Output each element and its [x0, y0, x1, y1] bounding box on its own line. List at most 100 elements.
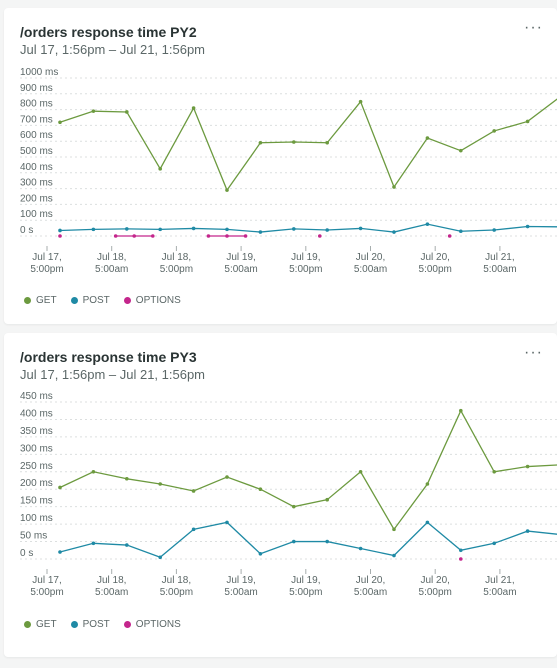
y-tick-label: 100 ms	[20, 513, 53, 524]
data-point-post	[425, 222, 430, 226]
data-point-post	[258, 551, 263, 556]
data-point-get	[91, 469, 96, 474]
data-point-get	[158, 167, 162, 171]
data-point-post	[325, 539, 330, 544]
data-point-post	[158, 227, 162, 232]
legend-dot-icon	[24, 621, 31, 628]
x-tick-line: 5:00pm	[160, 264, 193, 275]
data-point-get	[91, 109, 96, 113]
chart-time-range: Jul 17, 1:56pm – Jul 21, 1:56pm	[20, 367, 206, 382]
legend-dot-icon	[123, 297, 131, 304]
data-point-get	[125, 110, 129, 114]
y-tick-label: 800 ms	[20, 99, 53, 110]
x-tick-line: Jul 19,	[291, 575, 320, 586]
data-point-get	[358, 99, 363, 104]
data-point-post	[492, 541, 497, 546]
x-tick-label: Jul 21, 5:00am	[483, 575, 516, 598]
x-tick-label: Jul 17, 5:00pm	[30, 252, 63, 275]
x-tick-line: Jul 20,	[420, 575, 449, 586]
x-tick-line: 5:00pm	[289, 264, 322, 275]
y-tick-label: 400 ms	[20, 162, 53, 173]
data-point-options	[447, 234, 452, 238]
x-tick-label: Jul 18, 5:00pm	[160, 252, 193, 275]
x-tick-label: Jul 19, 5:00pm	[289, 252, 322, 275]
x-tick-line: 5:00pm	[30, 587, 63, 598]
x-tick-line: Jul 17,	[32, 252, 61, 263]
data-point-get	[492, 469, 497, 474]
data-point-get	[158, 482, 162, 486]
chart-time-range: Jul 17, 1:56pm – Jul 21, 1:56pm	[20, 42, 206, 57]
x-tick-line: 5:00am	[354, 587, 387, 598]
x-tick-line: 5:00pm	[419, 264, 452, 275]
x-tick-line: Jul 19,	[226, 252, 255, 263]
y-tick-label: 150 ms	[20, 496, 53, 507]
data-point-get	[292, 140, 296, 144]
data-point-get	[425, 136, 430, 140]
x-tick-label: Jul 17, 5:00pm	[30, 575, 63, 598]
data-point-get	[258, 487, 263, 492]
y-tick-label: 400 ms	[20, 408, 53, 419]
x-tick-line: Jul 18,	[162, 252, 191, 263]
legend-item-post[interactable]: POST	[70, 619, 110, 630]
data-point-post	[58, 228, 62, 233]
x-tick-line: Jul 20,	[420, 252, 449, 263]
y-tick-label: 1000 ms	[20, 67, 58, 78]
legend-item-options[interactable]: OPTIONS	[123, 295, 181, 306]
data-point-options	[150, 234, 155, 238]
more-options-icon[interactable]: ···	[524, 19, 543, 36]
y-tick-label: 500 ms	[20, 146, 53, 157]
legend-dot-icon	[24, 297, 31, 304]
data-point-post	[158, 555, 162, 560]
data-point-post	[459, 548, 463, 553]
x-tick-line: 5:00am	[224, 264, 257, 275]
x-tick-line: 5:00am	[95, 587, 128, 598]
x-tick-line: Jul 17,	[32, 575, 61, 586]
x-tick-label: Jul 19, 5:00pm	[289, 575, 322, 598]
data-point-get	[58, 485, 62, 490]
data-point-post	[292, 227, 296, 231]
x-tick-line: 5:00am	[224, 587, 257, 598]
x-tick-label: Jul 20, 5:00am	[354, 575, 387, 598]
data-point-get	[258, 140, 263, 145]
legend-label: POST	[82, 295, 110, 306]
series-line-get	[59, 98, 557, 192]
x-tick-label: Jul 20, 5:00am	[354, 252, 387, 275]
x-tick-line: Jul 18,	[162, 575, 191, 586]
data-point-options	[243, 234, 248, 238]
legend-item-post[interactable]: POST	[70, 295, 110, 306]
legend-item-get[interactable]: GET	[24, 619, 57, 630]
legend-dot-icon	[70, 621, 78, 628]
y-tick-label: 200 ms	[20, 193, 53, 204]
response-time-chart-py3: 450 ms 400 ms 350 ms 300 ms 250 ms 200 ms 150 …	[20, 391, 557, 598]
data-point-post	[358, 226, 363, 231]
data-point-post	[425, 520, 430, 525]
data-point-get	[525, 119, 530, 124]
y-tick-label: 600 ms	[20, 130, 53, 141]
x-tick-line: 5:00pm	[160, 587, 193, 598]
series-line-post	[59, 223, 557, 233]
data-point-get	[392, 185, 396, 189]
response-time-chart-py2: 1000 ms 900 ms 800 ms 700 ms 600 ms 500 ms 400…	[20, 67, 557, 275]
data-point-get	[325, 140, 330, 145]
legend-item-get[interactable]: GET	[24, 295, 57, 306]
chart-card-py2: /orders response time PY2 Jul 17, 1:56pm…	[4, 8, 557, 324]
data-point-get	[492, 129, 497, 133]
data-point-post	[525, 224, 530, 229]
y-tick-label: 900 ms	[20, 83, 53, 94]
legend-item-options[interactable]: OPTIONS	[123, 619, 181, 630]
x-tick-label: Jul 18, 5:00am	[95, 252, 128, 275]
data-point-post	[258, 230, 263, 234]
x-tick-line: 5:00am	[483, 264, 516, 275]
data-point-get	[325, 497, 330, 502]
legend-label: OPTIONS	[135, 619, 181, 630]
legend-label: POST	[82, 619, 110, 630]
y-tick-label: 0 s	[20, 225, 33, 236]
data-point-options	[113, 234, 118, 238]
data-point-get	[292, 504, 296, 509]
y-tick-label: 0 s	[20, 548, 33, 559]
data-point-get	[125, 476, 129, 481]
data-point-get	[525, 464, 530, 469]
data-point-post	[58, 550, 62, 554]
more-options-icon[interactable]: ···	[524, 344, 543, 361]
data-point-post	[392, 553, 396, 558]
